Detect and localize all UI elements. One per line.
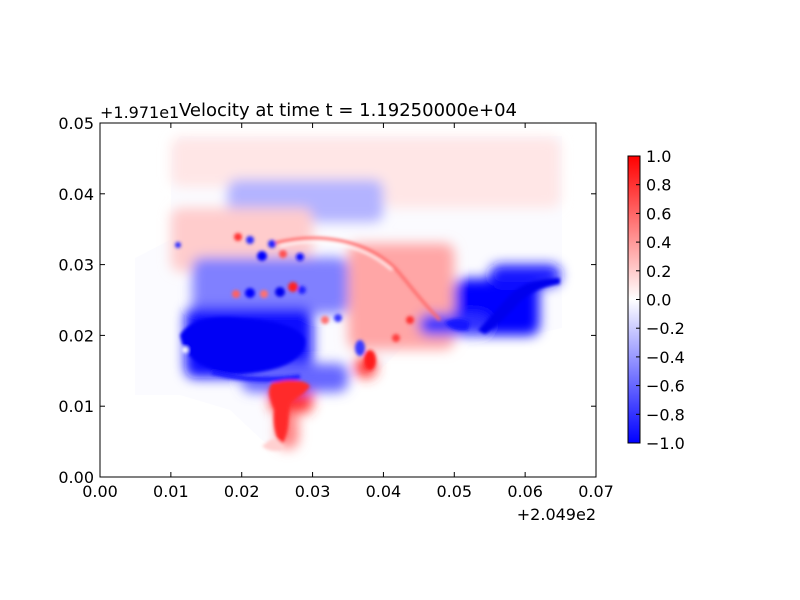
colorbar-tick-label: −0.2 [646, 319, 685, 338]
vortex [288, 282, 298, 292]
vortex [182, 347, 188, 353]
vortex [321, 316, 329, 324]
colorbar-tick-label: −0.6 [646, 377, 685, 396]
colorbar-tick-label: −0.8 [646, 405, 685, 424]
vortex [392, 334, 400, 342]
x-axis: 0.00 0.01 0.02 0.03 0.04 0.05 0.06 0.07 [82, 123, 614, 501]
y-tick-label: 0.00 [58, 468, 94, 487]
x-tick-label: 0.02 [224, 482, 260, 501]
field-patch [383, 158, 561, 208]
vortex [296, 253, 304, 261]
colorbar: 1.0 0.8 0.6 0.4 0.2 0.0 −0.2 −0.4 −0.6 −0.8 −1.0 [627, 147, 685, 453]
field-patch [192, 257, 348, 315]
vortex [175, 242, 181, 248]
y-tick-label: 0.01 [58, 397, 94, 416]
colorbar-tick-label: 1.0 [646, 147, 671, 166]
colorbar-tick-label: 0.4 [646, 233, 671, 252]
vortex [279, 250, 287, 258]
vortex [234, 233, 242, 241]
colorbar-tick-label: 0.2 [646, 262, 671, 281]
colorbar-tick-label: −0.4 [646, 348, 685, 367]
field-details [175, 233, 560, 451]
y-tick-label: 0.05 [58, 114, 94, 133]
south-plume [268, 380, 310, 445]
colorbar-tick-label: 0.6 [646, 204, 671, 223]
y-tick-label: 0.02 [58, 326, 94, 345]
colorbar-tick-label: −1.0 [646, 434, 685, 453]
east-jet [478, 278, 560, 334]
x-offset-label: +2.049e2 [517, 505, 596, 524]
y-tick-label: 0.03 [58, 256, 94, 275]
vortex [298, 286, 306, 294]
x-tick-label: 0.05 [436, 482, 472, 501]
vortex [334, 314, 342, 322]
x-tick-label: 0.07 [578, 482, 614, 501]
vortex [406, 316, 414, 324]
inlet-blue-eddy [355, 340, 365, 356]
x-tick-label: 0.00 [82, 482, 118, 501]
y-offset-label: +1.971e1 [100, 103, 179, 122]
east-jet-tip [445, 319, 470, 331]
vortex [268, 240, 276, 248]
vortex [257, 251, 267, 261]
channel-strip [211, 369, 301, 382]
vortex [275, 287, 285, 297]
colorbar-tick-label: 0.0 [646, 291, 671, 310]
y-axis: 0.00 0.01 0.02 0.03 0.04 0.05 [58, 114, 596, 487]
vortex [232, 290, 240, 298]
south-plume-tail [262, 439, 284, 451]
x-tick-label: 0.03 [295, 482, 331, 501]
colorbar-ticks: 1.0 0.8 0.6 0.4 0.2 0.0 −0.2 −0.4 −0.6 −0.8 −1.0 [636, 147, 685, 453]
vortex [260, 290, 268, 298]
field-patch [170, 207, 313, 272]
vortex [246, 236, 254, 244]
coastline-boundary [274, 236, 442, 322]
chart-title: Velocity at time t = 1.19250000e+04 [179, 100, 517, 121]
x-tick-label: 0.04 [366, 482, 402, 501]
bay-fast-flow [180, 317, 306, 374]
coastline-boundary-inner [279, 240, 393, 271]
plot-area: 0.00 0.01 0.02 0.03 0.04 0.05 0.06 0.07 0.000.0… [58, 103, 613, 524]
inlet-red-eddy [364, 350, 376, 370]
y-tick-label: 0.04 [58, 185, 94, 204]
colorbar-tick-label: 0.8 [646, 176, 671, 195]
x-tick-label: 0.01 [153, 482, 189, 501]
velocity-field [135, 136, 562, 452]
axes-frame [99, 122, 597, 478]
x-tick-label: 0.06 [507, 482, 543, 501]
vortex [245, 288, 255, 298]
